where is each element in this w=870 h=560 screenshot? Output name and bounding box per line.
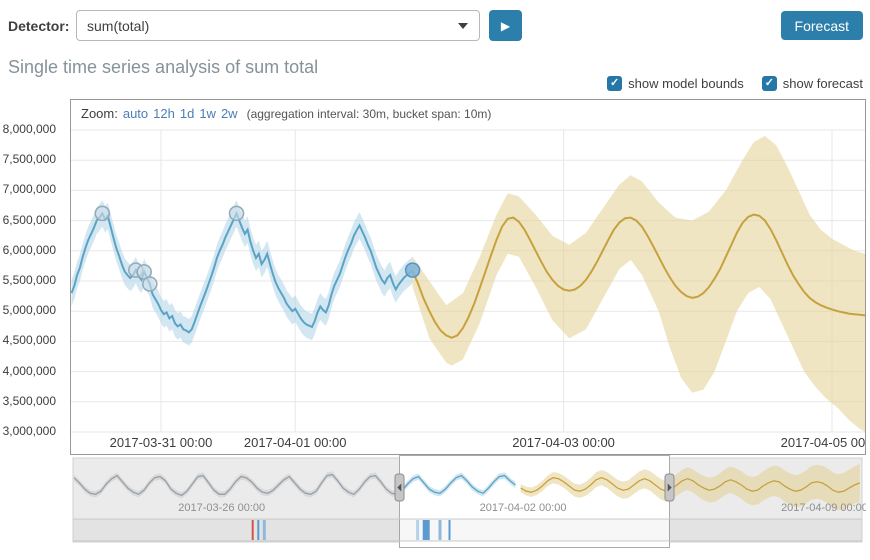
aggregation-note: (aggregation interval: 30m, bucket span:… bbox=[246, 107, 492, 121]
x-tick-label: 2017-03-31 00:00 bbox=[110, 435, 213, 450]
play-icon: ▶ bbox=[500, 18, 511, 33]
zoom-option-2w[interactable]: 2w bbox=[220, 106, 238, 121]
context-line-gray bbox=[73, 473, 398, 497]
show-model-bounds-label: show model bounds bbox=[628, 76, 744, 91]
context-date-label: 2017-04-09 00:00 bbox=[781, 502, 866, 514]
chevron-down-icon bbox=[458, 23, 468, 29]
context-chart-panel: 2017-03-26 00:00 2017-04-02 00:00 2017-04-… bbox=[70, 455, 868, 548]
zoom-label: Zoom: bbox=[81, 106, 118, 121]
zoom-options: auto 12h 1d 1w 2w bbox=[123, 106, 243, 121]
y-tick-label: 6,500,000 bbox=[2, 212, 56, 227]
y-tick-label: 7,500,000 bbox=[2, 152, 56, 167]
forecast-bounds-band bbox=[412, 136, 865, 432]
zoom-option-12h[interactable]: 12h bbox=[153, 106, 175, 121]
y-tick-label: 4,000,000 bbox=[2, 363, 56, 378]
y-tick-label: 3,000,000 bbox=[2, 424, 56, 438]
context-forecast-line bbox=[520, 477, 861, 493]
main-chart[interactable]: 2017-03-31 00:00 2017-04-01 00:00 2017-04-… bbox=[71, 100, 865, 454]
y-axis-labels: 8,000,000 7,500,000 7,000,000 6,500,000 6,00… bbox=[0, 99, 63, 455]
detector-select[interactable]: sum(total) bbox=[76, 10, 480, 41]
x-tick-label: 2017-04-01 00:00 bbox=[244, 435, 347, 450]
zoom-option-1d[interactable]: 1d bbox=[179, 106, 195, 121]
brush-handle-arrow-left bbox=[397, 483, 402, 492]
show-model-bounds-checkbox[interactable]: ✓ show model bounds bbox=[607, 76, 744, 91]
forecast-line bbox=[411, 213, 865, 339]
context-chart[interactable]: 2017-03-26 00:00 2017-04-02 00:00 2017-04-… bbox=[70, 455, 868, 548]
main-chart-panel: Zoom: auto 12h 1d 1w 2w (aggregation interval:… bbox=[70, 99, 866, 455]
show-forecast-checkbox[interactable]: ✓ show forecast bbox=[761, 76, 863, 91]
forecast-start-marker[interactable] bbox=[404, 262, 421, 278]
detector-select-value: sum(total) bbox=[87, 17, 150, 34]
show-forecast-label: show forecast bbox=[782, 76, 863, 91]
play-button[interactable]: ▶ bbox=[489, 10, 522, 41]
context-line-blue bbox=[396, 474, 516, 495]
anomaly-swimlane[interactable] bbox=[73, 519, 862, 541]
y-tick-label: 5,500,000 bbox=[2, 273, 56, 287]
context-mask-left bbox=[72, 457, 400, 543]
zoom-option-1w[interactable]: 1w bbox=[199, 106, 216, 121]
page-title: Single time series analysis of sum total bbox=[8, 57, 319, 77]
forecast-button[interactable]: Forecast bbox=[780, 11, 863, 40]
y-tick-label: 4,500,000 bbox=[2, 333, 56, 348]
detector-label: Detector: bbox=[8, 17, 70, 34]
x-tick-label: 2017-04-05 00:00 bbox=[781, 435, 865, 450]
y-tick-label: 5,000,000 bbox=[2, 303, 56, 318]
y-tick-label: 8,000,000 bbox=[2, 122, 56, 136]
brush-selection[interactable] bbox=[399, 455, 670, 548]
context-date-label: 2017-04-02 00:00 bbox=[480, 502, 567, 514]
toolbar: Detector: sum(total) ▶ Forecast bbox=[0, 0, 870, 52]
context-forecast-band bbox=[520, 464, 860, 511]
checkbox-checked-icon: ✓ bbox=[761, 76, 777, 91]
y-tick-label: 6,000,000 bbox=[2, 242, 56, 257]
zoom-controls: Zoom: auto 12h 1d 1w 2w (aggregation interval:… bbox=[81, 106, 491, 121]
actual-line bbox=[71, 210, 414, 334]
checkbox-row: ✓ show model bounds ✓ show forecast bbox=[607, 76, 863, 91]
context-date-label: 2017-03-26 00:00 bbox=[178, 502, 265, 514]
zoom-option-auto[interactable]: auto bbox=[122, 106, 149, 121]
y-tick-label: 3,500,000 bbox=[2, 393, 56, 408]
x-tick-label: 2017-04-03 00:00 bbox=[512, 435, 615, 450]
anomaly-marker[interactable] bbox=[94, 205, 111, 222]
anomaly-marker[interactable] bbox=[228, 205, 245, 222]
checkbox-checked-icon: ✓ bbox=[607, 76, 623, 91]
brush-handle-arrow-right bbox=[667, 483, 672, 492]
anomaly-marker[interactable] bbox=[142, 276, 158, 292]
y-tick-label: 7,000,000 bbox=[2, 182, 56, 197]
model-bounds-band bbox=[71, 200, 413, 346]
